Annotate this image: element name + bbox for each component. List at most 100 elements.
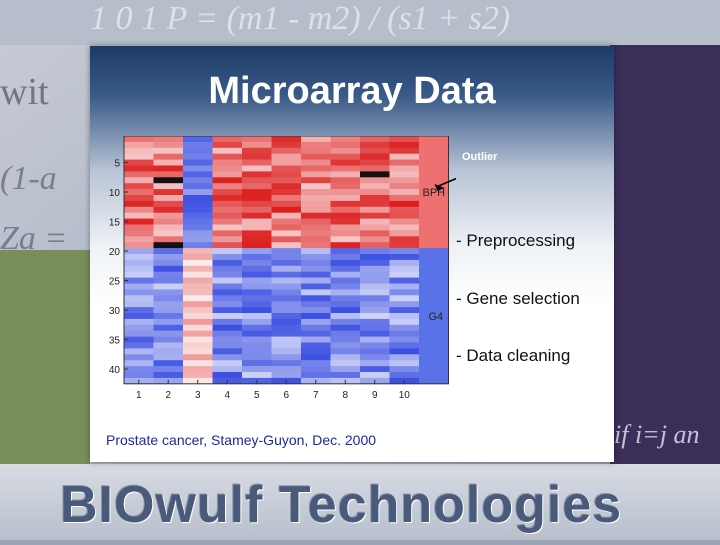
- heatmap-cell: [212, 195, 243, 202]
- heatmap-cell: [389, 372, 420, 379]
- heatmap-cell: [242, 236, 272, 243]
- heatmap-cell: [360, 141, 390, 149]
- heatmap-cell: [183, 171, 213, 178]
- x-tick-label: 1: [136, 390, 142, 401]
- heatmap-cell: [389, 136, 420, 143]
- slide-title: Microarray Data: [208, 70, 496, 112]
- heatmap-cell: [153, 242, 184, 249]
- heatmap-cell: [301, 153, 331, 160]
- heatmap-cell: [242, 271, 272, 278]
- heatmap-cell: [301, 195, 331, 202]
- heatmap-cell: [212, 259, 243, 267]
- heatmap-cell: [301, 165, 331, 172]
- heatmap-cell: [212, 248, 243, 255]
- heatmap-cell: [301, 295, 331, 302]
- heatmap-cell: [124, 342, 154, 349]
- heatmap-cell: [389, 360, 420, 367]
- heatmap-cell: [419, 289, 449, 296]
- heatmap-cell: [153, 230, 184, 237]
- heatmap-cell: [124, 318, 154, 326]
- heatmap-cell: [360, 289, 390, 296]
- heatmap-cell: [153, 360, 184, 367]
- heatmap-cell: [212, 242, 243, 249]
- heatmap-cell: [330, 242, 361, 249]
- heatmap-cell: [360, 342, 390, 349]
- heatmap-cell: [212, 141, 243, 149]
- heatmap-cell: [360, 265, 390, 272]
- heatmap-cell: [301, 136, 331, 143]
- heatmap-cell: [153, 183, 184, 190]
- heatmap-cell: [124, 218, 154, 225]
- heatmap-cell: [212, 230, 243, 237]
- y-tick-label: 35: [109, 336, 121, 347]
- heatmap-cell: [212, 348, 243, 355]
- heatmap-cell: [212, 301, 243, 308]
- heatmap-cell: [419, 295, 449, 302]
- heatmap-cell: [242, 354, 272, 361]
- heatmap-cell: [330, 324, 361, 331]
- heatmap-cell: [360, 259, 390, 267]
- heatmap-cell: [419, 360, 449, 367]
- heatmap-cell: [330, 153, 361, 160]
- heatmap-cell: [183, 248, 213, 255]
- heatmap-cell: [419, 307, 449, 314]
- heatmap-cell: [360, 295, 390, 302]
- heatmap-cell: [153, 301, 184, 308]
- heatmap-cell: [183, 218, 213, 225]
- heatmap-cell: [212, 330, 243, 337]
- heatmap-cell: [212, 342, 243, 349]
- heatmap-cell: [183, 324, 213, 331]
- heatmap-cell: [360, 248, 390, 255]
- x-tick-label: 8: [342, 390, 348, 401]
- heatmap-cell: [301, 313, 331, 320]
- heatmap-cell: [212, 183, 243, 190]
- heatmap-cell: [242, 159, 272, 166]
- heatmap-cell: [360, 372, 390, 379]
- heatmap-cell: [183, 141, 213, 149]
- heatmap-cell: [330, 259, 361, 267]
- heatmap-cell: [271, 195, 302, 202]
- heatmap-cell: [212, 271, 243, 278]
- heatmap-cell: [389, 295, 420, 302]
- heatmap-cell: [389, 336, 420, 343]
- heatmap-cell: [212, 212, 243, 219]
- heatmap-cell: [360, 330, 390, 337]
- heatmap-cell: [330, 360, 361, 367]
- heatmap-cell: [330, 206, 361, 213]
- heatmap-cell: [124, 242, 154, 249]
- heatmap-cell: [183, 372, 213, 379]
- heatmap-cell: [183, 136, 213, 143]
- heatmap-cell: [212, 171, 243, 178]
- heatmap-cell: [183, 348, 213, 355]
- heatmap-cell: [242, 254, 272, 261]
- heatmap-cell: [242, 318, 272, 326]
- heatmap-cell: [242, 342, 272, 349]
- heatmap-cell: [212, 354, 243, 361]
- heatmap-cell: [389, 206, 420, 213]
- heatmap-cell: [419, 259, 449, 267]
- heatmap-cell: [183, 165, 213, 172]
- outlier-arrow: [438, 177, 456, 187]
- heatmap-cell: [242, 195, 272, 202]
- heatmap-cell: [212, 153, 243, 160]
- heatmap-cell: [419, 318, 449, 326]
- heatmap-cell: [301, 200, 331, 208]
- heatmap-cell: [330, 301, 361, 308]
- heatmap-cell: [419, 342, 449, 349]
- heatmap-cell: [242, 183, 272, 190]
- heatmap-cell: [301, 336, 331, 343]
- heatmap-cell: [242, 171, 272, 178]
- heatmap-cell: [271, 265, 302, 272]
- heatmap-cell: [271, 153, 302, 160]
- heatmap-cell: [183, 159, 213, 166]
- heatmap-cell: [183, 147, 213, 154]
- heatmap-cell: [271, 242, 302, 249]
- heatmap-cell: [419, 165, 449, 172]
- heatmap-cell: [212, 324, 243, 331]
- heatmap-cell: [301, 141, 331, 149]
- heatmap-cell: [153, 171, 184, 178]
- heatmap-cell: [271, 224, 302, 231]
- heatmap-cell: [330, 218, 361, 225]
- heatmap-cell: [330, 171, 361, 178]
- heatmap-cell: [389, 259, 420, 267]
